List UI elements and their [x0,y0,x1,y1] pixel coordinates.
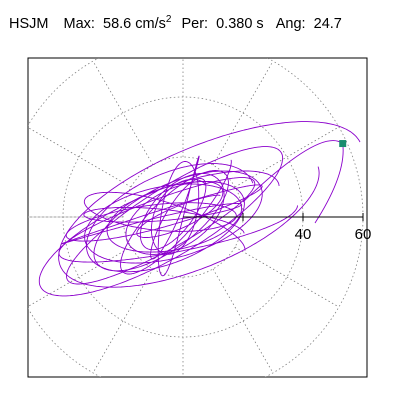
per-value: 0.380 s [216,16,264,32]
grid-spoke-60 [212,60,274,166]
per-label: Per: [181,16,209,32]
ang-value: 24.7 [313,16,342,32]
max-exponent: 2 [165,14,172,25]
radial-tick-label-60: 60 [355,226,372,243]
grid-spoke-120 [92,60,154,166]
station-code: HSJM [9,16,49,32]
max-label: Max: [63,16,95,32]
peak-marker [339,140,347,148]
grid-spoke-210 [28,246,132,307]
grid-spoke-240 [92,268,154,374]
orbit-segment-1 [38,146,299,297]
orbit-segment-4 [60,184,263,251]
plot-frame [27,57,368,378]
grid-spoke-300 [212,268,274,374]
peak-marker-square [339,140,347,148]
grid-spoke-330 [234,246,340,308]
orbit-segment-3 [58,121,361,288]
orbit-trace [38,121,361,297]
radial-axis: 40 60 [183,213,371,243]
orbit-segment-5 [125,155,225,277]
radial-tick-label-40: 40 [295,226,312,243]
ang-label: Ang: [275,16,306,32]
chart-header: HSJM Max: 58.6 cm/s2 Per: 0.380 s Ang: 2… [9,14,342,34]
max-value: 58.6 cm/s [103,16,166,32]
grid-spoke-150 [28,127,132,188]
